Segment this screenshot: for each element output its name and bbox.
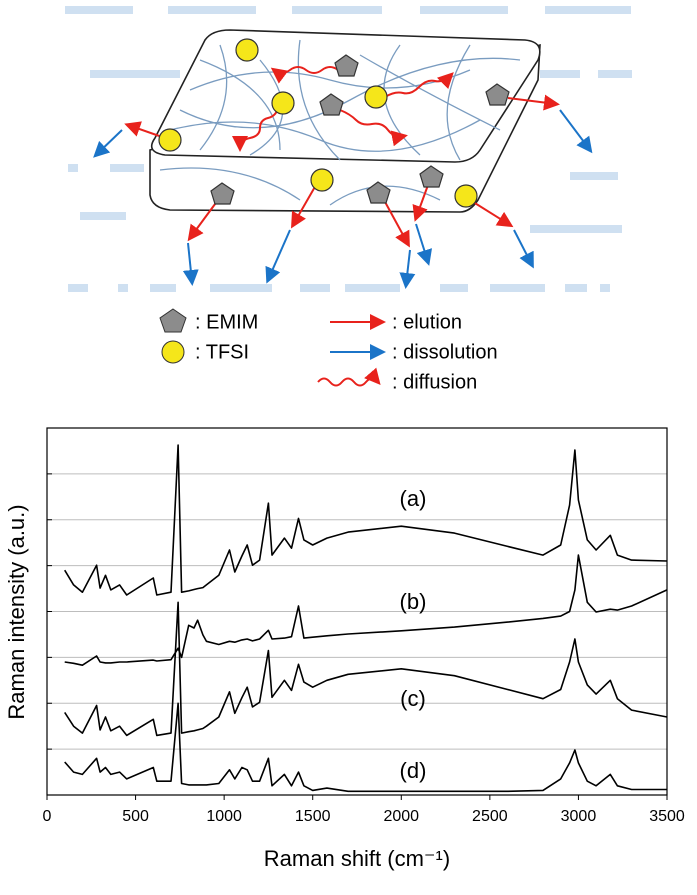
tfsi-ions <box>158 38 478 208</box>
x-tick-label: 1500 <box>295 808 331 825</box>
legend-tfsi-icon <box>161 340 185 364</box>
plot-frame <box>46 427 668 796</box>
slab-top <box>150 29 541 163</box>
x-axis-label: Raman shift (cm⁻¹) <box>264 846 450 871</box>
red-arrows <box>124 66 560 248</box>
spectrum-line <box>64 554 668 666</box>
x-tick-label: 2500 <box>472 808 508 825</box>
schematic: : EMIM : TFSI : elution : dissolution : … <box>65 6 632 393</box>
legend-text: : diffusion <box>392 371 477 393</box>
series-label: (a) <box>400 486 427 511</box>
background-dashes <box>65 6 632 292</box>
spectrum-line <box>64 702 667 793</box>
x-tick-label: 0 <box>43 808 52 825</box>
x-tick-label: 3500 <box>649 808 685 825</box>
fibers <box>159 39 521 206</box>
spectrum-line <box>64 601 668 737</box>
legend-text: : elution <box>392 311 462 333</box>
y-axis-label: Raman intensity (a.u.) <box>4 504 29 719</box>
legend-text: : EMIM <box>195 311 258 333</box>
x-tick-label: 2000 <box>383 808 419 825</box>
legend: : EMIM : TFSI : elution : dissolution : … <box>159 308 498 393</box>
x-tick-label: 1000 <box>206 808 242 825</box>
legend-text: : TFSI <box>195 341 249 363</box>
x-tick-label: 3000 <box>561 808 597 825</box>
legend-text: : dissolution <box>392 341 498 363</box>
blue-arrows <box>93 109 593 289</box>
legend-emim-icon <box>159 308 187 333</box>
series-label: (d) <box>400 758 427 783</box>
legend-diffusion-icon <box>317 367 381 387</box>
emim-ions <box>210 54 510 205</box>
spectrum-line <box>64 444 668 596</box>
series-label: (c) <box>400 686 426 711</box>
series-label: (b) <box>400 589 427 614</box>
x-tick-label: 500 <box>122 808 149 825</box>
